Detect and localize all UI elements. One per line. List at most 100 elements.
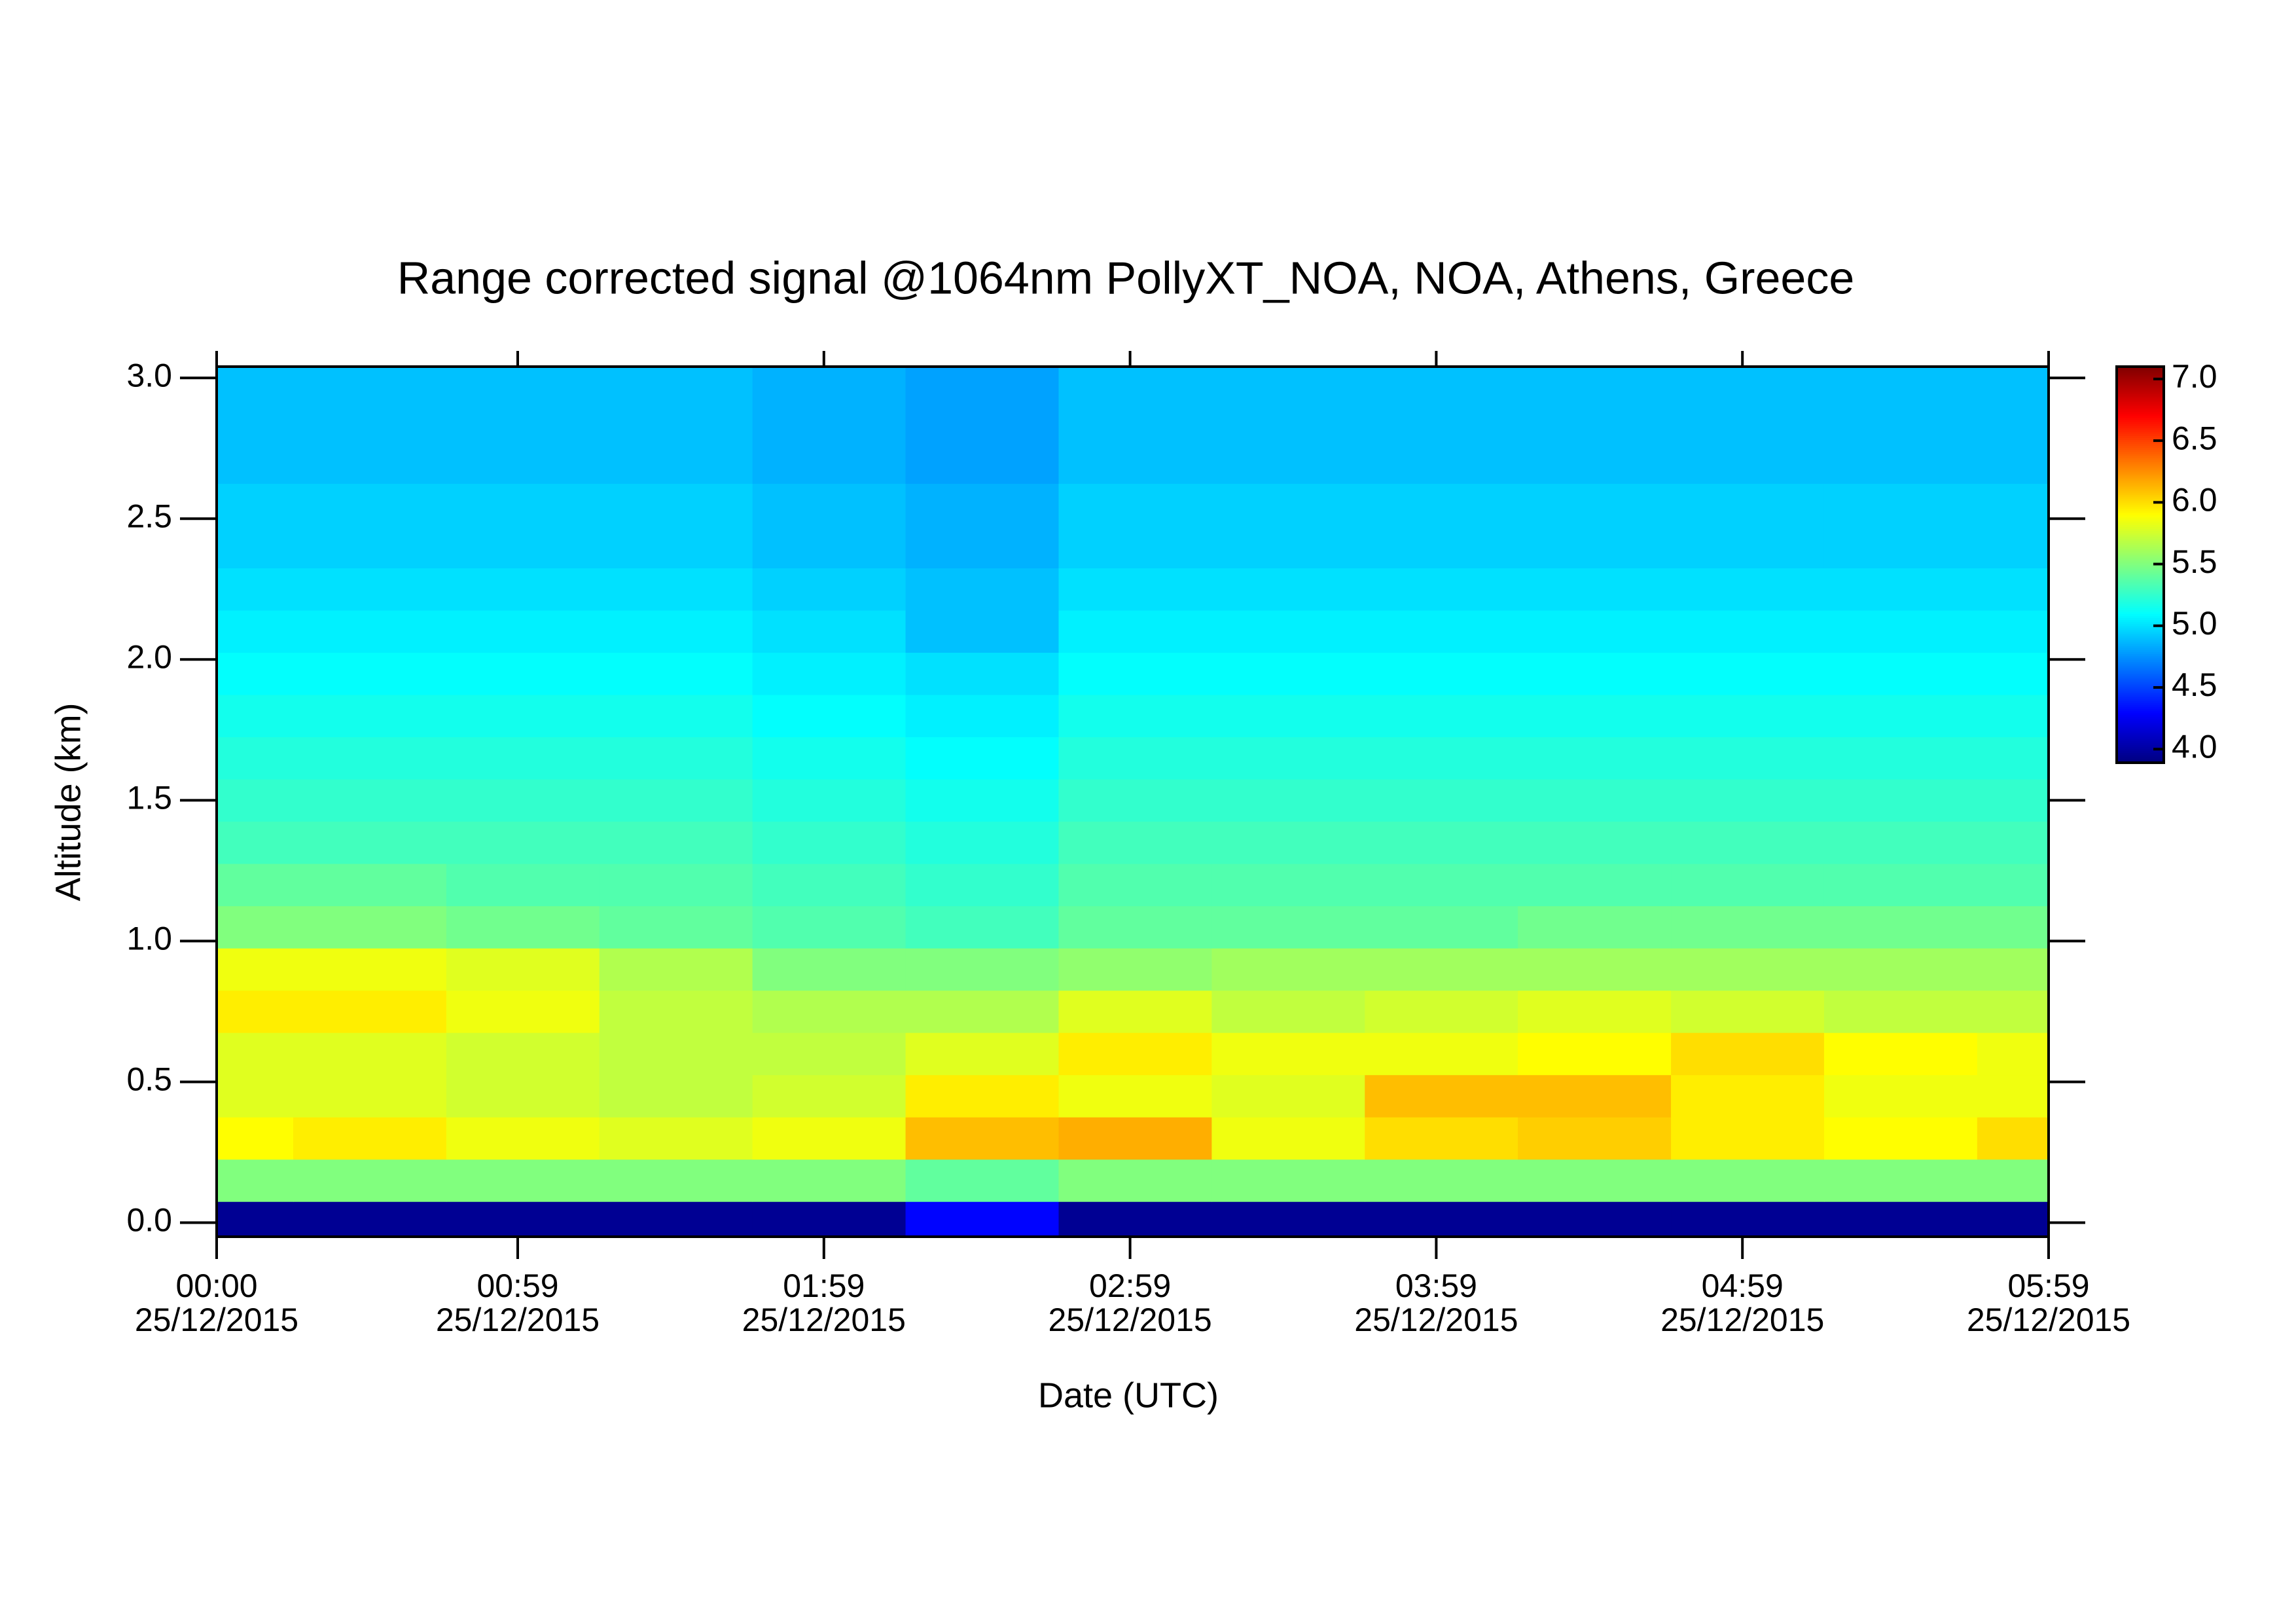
colorbar-segment [2117,586,2164,589]
heatmap-cell [1211,990,1365,1033]
heatmap-cell [1977,441,2049,484]
colorbar-segment [2117,448,2164,450]
heatmap-cell [446,483,600,526]
colorbar-tick-label: 5.0 [2172,605,2217,642]
colorbar-segment [2117,727,2164,730]
colorbar-segment [2117,452,2164,454]
colorbar-segment [2117,558,2164,562]
colorbar-tick-label: 6.5 [2172,420,2217,456]
heatmap-cell [1211,568,1365,611]
colorbar-segment [2117,392,2164,395]
heatmap-cell [1823,1074,1978,1118]
colorbar-segment [2117,746,2164,750]
heatmap-cell [752,990,906,1033]
colorbar-segment [2117,487,2164,490]
heatmap-cell [1671,695,1825,738]
colorbar-segment [2117,441,2164,445]
heatmap-cell [217,367,294,399]
colorbar-segment [2117,462,2164,464]
colorbar-segment [2117,537,2164,539]
heatmap-cell [293,905,447,949]
colorbar-segment [2117,388,2164,391]
heatmap-cell [446,441,600,484]
colorbar-segment [2117,636,2164,639]
heatmap-cell [1671,483,1825,526]
colorbar-segment [2117,511,2164,514]
heatmap-cell [1211,905,1365,949]
colorbar-segment [2117,404,2164,407]
heatmap-cell [1211,1201,1365,1237]
colorbar-segment [2117,465,2164,468]
heatmap-cell [1977,1159,2049,1202]
heatmap-cell [1365,1201,1518,1237]
heatmap-cell [1823,864,1978,907]
colorbar-segment [2117,584,2164,587]
heatmap-cell [1671,864,1825,907]
heatmap-cell [1211,399,1365,442]
heatmap-cell [293,367,447,399]
heatmap-cell [905,1074,1059,1118]
heatmap-cell [905,483,1059,526]
colorbar-segment [2117,612,2164,615]
colorbar-segment [2117,435,2164,439]
heatmap-cell [1211,610,1365,653]
heatmap-cell [599,367,753,399]
heatmap-cell [752,483,906,526]
colorbar-segment [2117,422,2164,425]
colorbar-segment [2117,733,2164,736]
x-tick-label: 04:59 [1702,1267,1784,1304]
heatmap-cell [599,737,753,780]
colorbar-segment [2117,578,2164,581]
heatmap-cell [1977,652,2049,695]
heatmap-cell [752,948,906,991]
heatmap-cell [1977,905,2049,949]
heatmap-cell [1518,695,1672,738]
heatmap-cell [446,526,600,569]
y-tick-label: 2.5 [126,498,172,534]
colorbar-segment [2117,679,2164,682]
heatmap-cell [217,990,294,1033]
colorbar-segment [2117,376,2164,379]
colorbar-segment [2117,371,2164,373]
heatmap-cell [1671,1159,1825,1202]
heatmap-cell [1977,695,2049,738]
heatmap-cell [1823,1201,1978,1237]
heatmap-cell [293,610,447,653]
heatmap-cell [1977,821,2049,864]
heatmap-cell [1823,1117,1978,1160]
heatmap-cell [1823,483,1978,526]
colorbar-segment [2117,443,2164,447]
heatmap-cell [1671,652,1825,695]
heatmap-cell [217,1117,294,1160]
colorbar-segment [2117,699,2164,702]
heatmap-cell [1671,779,1825,822]
colorbar-segment [2117,570,2164,574]
x-tick-label: 03:59 [1395,1267,1477,1304]
colorbar-segment [2117,665,2164,668]
colorbar-segment [2117,677,2164,680]
heatmap-cell [1518,399,1672,442]
colorbar-segment [2117,701,2164,704]
x-tick-date: 25/12/2015 [742,1302,906,1338]
heatmap-cell [217,864,294,907]
colorbar-segment [2117,669,2164,672]
colorbar-segment [2117,373,2164,375]
colorbar-segment [2117,479,2164,483]
heatmap-cell [217,526,294,569]
heatmap-cell [599,441,753,484]
colorbar-segment [2117,485,2164,488]
colorbar-segment [2117,456,2164,458]
heatmap-cell [446,948,600,991]
colorbar-segment [2117,739,2164,742]
heatmap-cell [446,652,600,695]
heatmap-cell [1058,483,1212,526]
heatmap-cell [293,695,447,738]
heatmap-cell [599,990,753,1033]
colorbar-segment [2117,382,2164,385]
colorbar-tick-label: 5.5 [2172,543,2217,580]
colorbar-segment [2117,414,2164,417]
heatmap-cell [1211,864,1365,907]
x-tick-date: 25/12/2015 [1048,1302,1211,1338]
colorbar-segment [2117,439,2164,443]
colorbar-segment [2117,731,2164,734]
